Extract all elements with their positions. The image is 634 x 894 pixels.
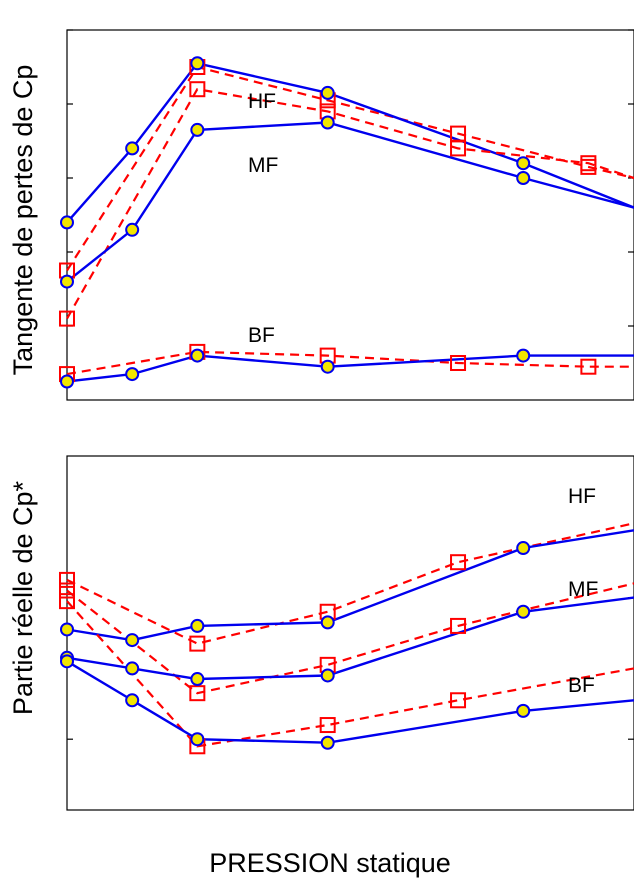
bottom-circle-point: [516, 604, 531, 619]
bottom-chart-panel: HF MF BF: [59, 455, 634, 811]
bottom-series-line-3: [66, 596, 634, 681]
top-circle-point: [190, 56, 205, 71]
bottom-series-label-hf: HF: [568, 485, 596, 508]
bottom-series-line-1: [66, 529, 634, 642]
top-circle-point: [190, 348, 205, 363]
top-circle-point: [516, 348, 531, 363]
bottom-circle-point: [190, 732, 205, 747]
top-series-label-mf: MF: [248, 154, 278, 177]
top-square-point: [59, 310, 75, 327]
top-circle-point: [320, 359, 335, 374]
bottom-series-line-0: [66, 522, 634, 645]
bottom-circle-point: [60, 654, 74, 669]
bottom-series-label-bf: BF: [568, 674, 595, 697]
bottom-series-line-4: [66, 600, 634, 748]
bottom-square-point: [450, 617, 467, 634]
bottom-square-point: [189, 685, 206, 702]
top-square-point: [450, 140, 467, 157]
bottom-series-line-2: [66, 582, 634, 695]
bottom-circle-point: [320, 615, 335, 630]
top-series-line-1: [66, 61, 634, 224]
bottom-series-label-mf: MF: [568, 578, 598, 601]
top-square-point: [450, 355, 467, 371]
bottom-square-point: [59, 582, 75, 599]
top-circle-point: [320, 115, 335, 130]
top-square-point: [580, 358, 597, 375]
top-square-point: [580, 155, 597, 172]
x-axis-label: PRESSION statique: [209, 848, 451, 878]
top-circle-point: [60, 215, 74, 230]
bottom-square-point: [189, 635, 206, 652]
bottom-square-point: [59, 571, 75, 588]
top-square-point: [189, 81, 206, 98]
bottom-circle-point: [125, 661, 140, 676]
top-series-layer: [59, 56, 634, 389]
bottom-circle-point: [125, 693, 140, 708]
bottom-circle-point: [320, 668, 335, 683]
bottom-square-point: [450, 692, 467, 709]
top-chart-panel: HF MF BF: [59, 29, 634, 401]
top-series-line-5: [66, 354, 634, 383]
top-series-line-3: [66, 121, 634, 283]
top-plot-frame: [66, 29, 634, 401]
bottom-plot-frame: [66, 455, 634, 811]
bottom-series-layer: [59, 522, 634, 755]
bottom-square-point: [450, 554, 467, 571]
top-circle-point: [190, 122, 205, 137]
bottom-circle-point: [125, 633, 140, 648]
bottom-circle-point: [516, 541, 531, 556]
top-series-label-bf: BF: [248, 324, 275, 347]
top-circle-point: [60, 274, 74, 289]
bottom-circle-point: [190, 672, 205, 687]
top-circle-point: [60, 374, 74, 389]
bottom-circle-point: [320, 735, 335, 750]
top-circle-point: [516, 156, 531, 171]
top-circle-point: [125, 222, 140, 237]
bottom-y-axis-label: Partie réelle de Cp*: [8, 480, 38, 715]
bottom-series-line-5: [66, 660, 634, 744]
top-y-axis-label: Tangente de pertes de Cp: [8, 65, 38, 376]
bottom-circle-point: [190, 618, 205, 633]
bottom-square-point: [59, 593, 75, 610]
top-circle-point: [320, 85, 335, 100]
top-circle-point: [125, 367, 140, 382]
bottom-circle-point: [516, 703, 531, 718]
bottom-circle-point: [60, 622, 74, 637]
top-circle-point: [516, 171, 531, 185]
bottom-square-point: [319, 717, 336, 734]
top-circle-point: [125, 141, 140, 156]
top-series-label-hf: HF: [248, 90, 276, 113]
